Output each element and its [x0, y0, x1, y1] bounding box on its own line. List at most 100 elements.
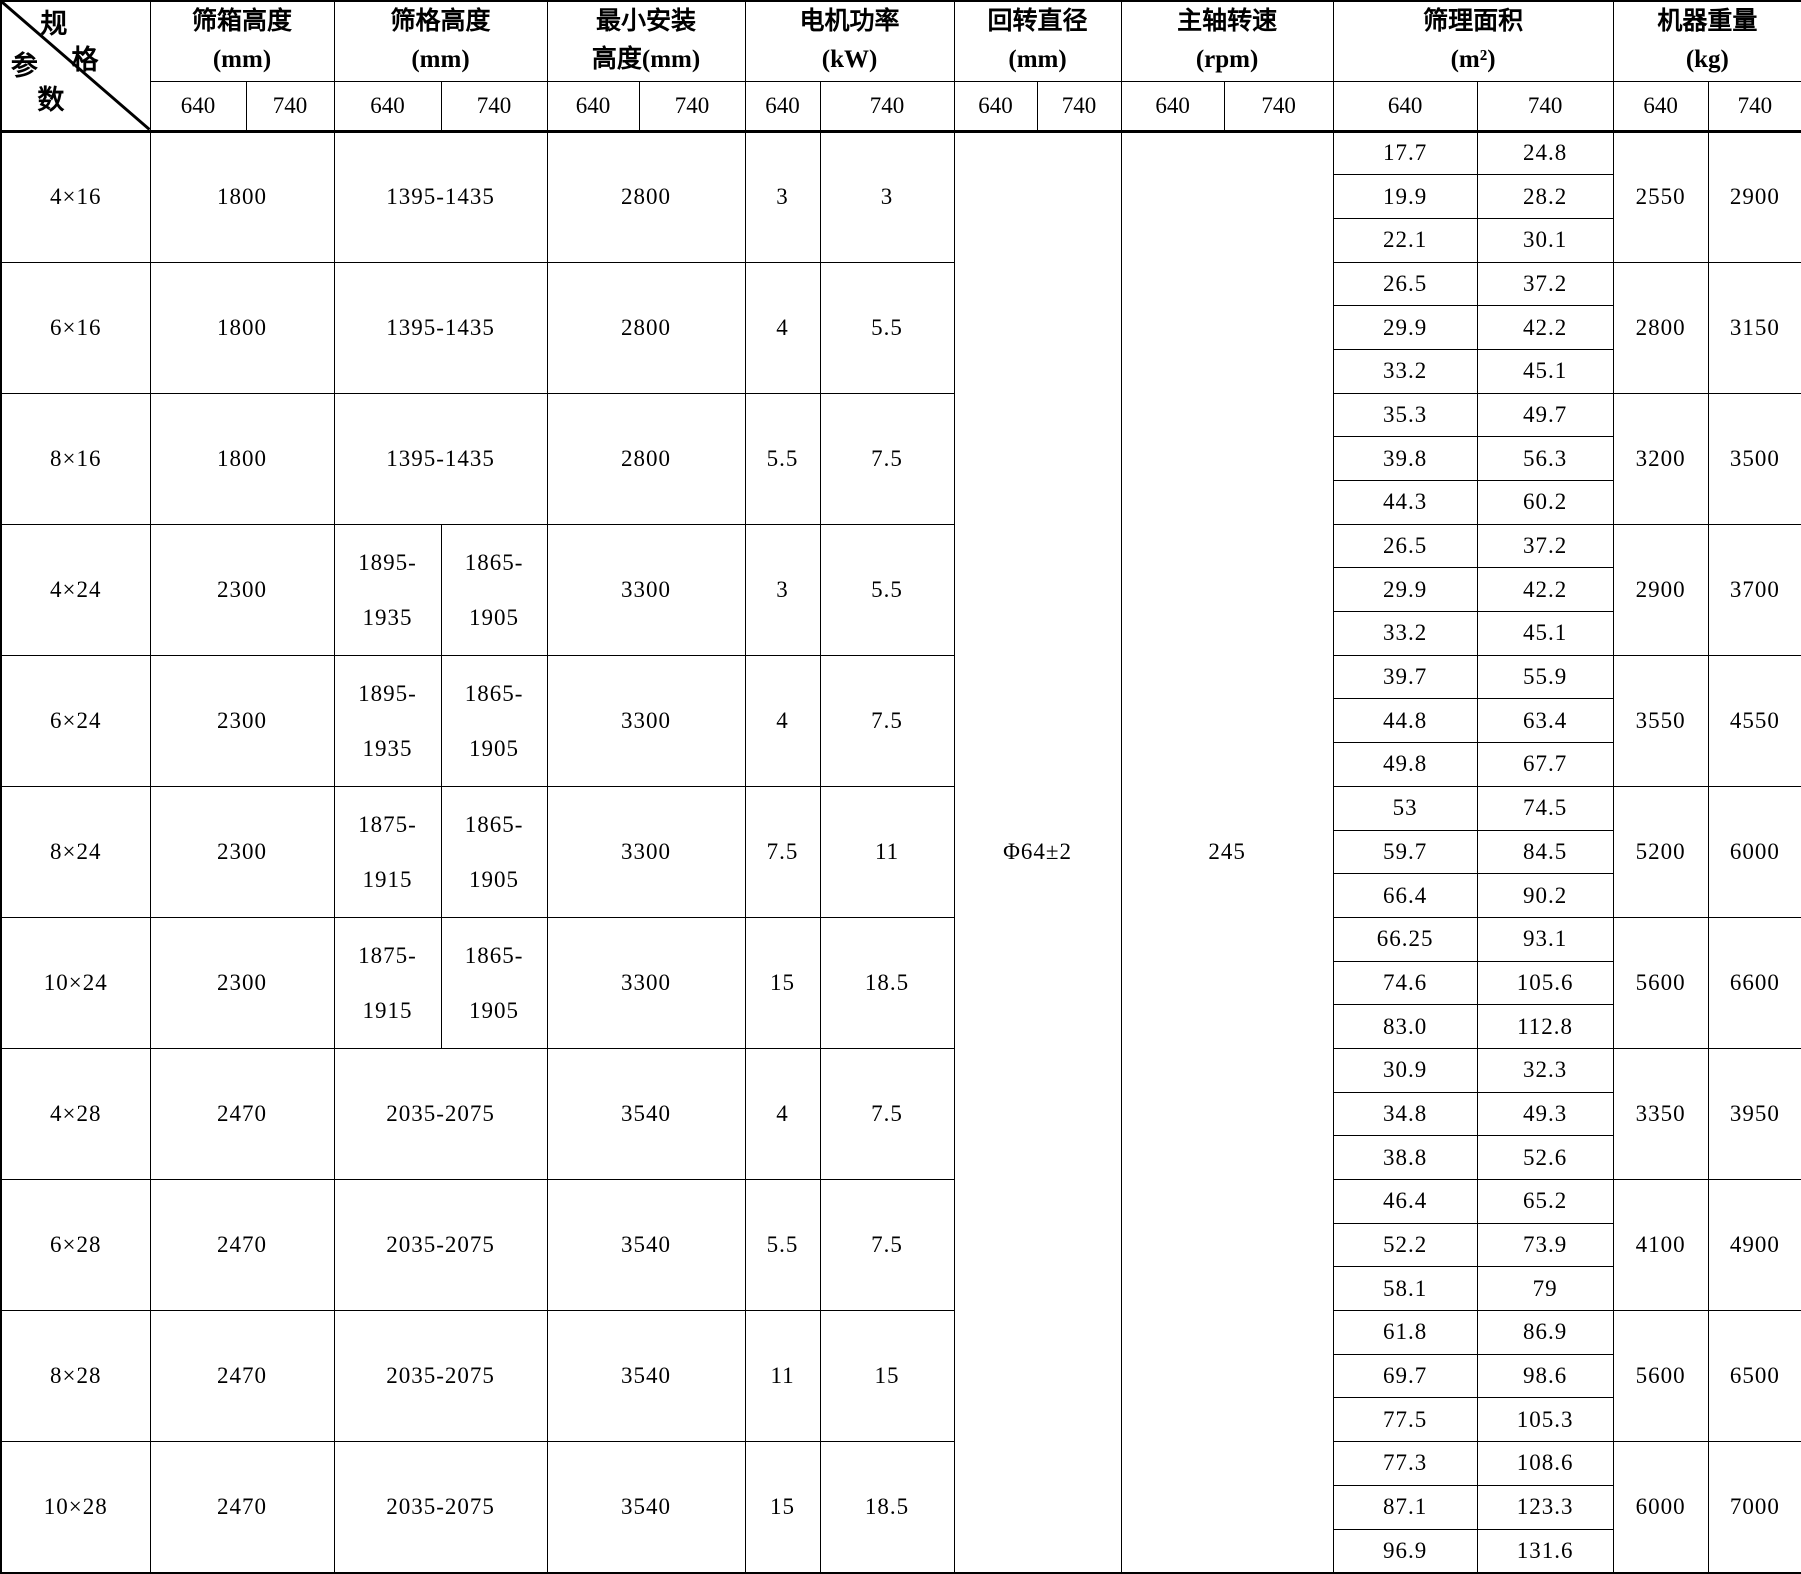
row-spec: 8×28 — [0, 1310, 151, 1443]
row-spec: 4×16 — [0, 130, 151, 263]
box-height-cell: 2470 — [149, 1310, 335, 1443]
grid-height-cell: 1875- 1915 — [333, 916, 442, 1049]
install-height-cell: 3540 — [546, 1047, 746, 1181]
machine-weight-cell: 5200 — [1612, 785, 1709, 918]
motor-power-cell: 15 — [819, 1310, 955, 1443]
motor-power-cell: 7.5 — [819, 1178, 955, 1312]
table-row: 33.2 45.1 — [1, 348, 1801, 394]
grid-height-cell: 2035-2075 — [333, 1178, 548, 1312]
subcol-header-740: 740 — [245, 80, 335, 133]
box-height-cell: 2470 — [149, 1178, 335, 1312]
col-group-title: 主轴转速 — [1177, 8, 1278, 36]
motor-power-cell: 11 — [819, 785, 955, 918]
subcol-header-640: 640 — [149, 80, 247, 133]
motor-power-cell: 7.5 — [744, 785, 821, 918]
screening-area-cell: 29.9 — [1332, 305, 1478, 350]
box-height-cell: 1800 — [149, 130, 335, 263]
corner-header: 规 格 参 数 — [0, 0, 151, 133]
screening-area-cell: 58.1 — [1332, 1266, 1478, 1312]
motor-power-cell: 3 — [744, 130, 821, 263]
screening-area-cell: 77.5 — [1332, 1397, 1478, 1443]
screening-area-cell: 108.6 — [1476, 1441, 1614, 1486]
table-row: 6×28 2470 2035-2075 3540 5.5 7.5 46.4 65.2 4100 4… — [0, 1178, 1801, 1312]
box-height-cell: 1800 — [149, 261, 335, 394]
screening-area-cell: 49.8 — [1332, 742, 1478, 787]
motor-power-cell: 5.5 — [744, 1178, 821, 1312]
col-group-unit: (mm) — [411, 46, 470, 74]
col-group-title: 机器重量 — [1657, 8, 1758, 36]
screening-area-cell: 86.9 — [1476, 1310, 1614, 1355]
col-group-rotary-diameter: 回转直径 (mm) — [953, 0, 1122, 82]
install-height-cell: 3540 — [546, 1441, 746, 1574]
screening-area-cell: 49.3 — [1476, 1091, 1614, 1137]
machine-weight-cell: 2900 — [1612, 523, 1709, 656]
subcol-header-740: 740 — [1707, 80, 1801, 133]
table-row: 77.5 105.3 — [1, 1397, 1801, 1443]
screening-area-cell: 53 — [1332, 785, 1478, 831]
col-group-unit: (m²) — [1450, 46, 1496, 74]
machine-weight-cell: 2550 — [1612, 130, 1709, 263]
row-spec: 6×28 — [0, 1178, 151, 1312]
table-row: 10×24 2300 1875- 1915 1865- 1905 3300 15 18.5 6… — [0, 916, 1801, 1049]
table-row: 52.2 73.9 — [1, 1222, 1801, 1268]
screening-area-cell: 77.3 — [1332, 1441, 1478, 1486]
machine-weight-cell: 3350 — [1612, 1047, 1709, 1181]
table-row: 8×28 2470 2035-2075 3540 11 15 61.8 86.9 5600 650… — [0, 1310, 1801, 1443]
col-group-unit: (kg) — [1685, 46, 1729, 74]
screening-area-cell: 123.3 — [1476, 1484, 1614, 1530]
install-height-cell: 3300 — [546, 654, 746, 787]
table-row: 8×24 2300 1875- 1915 1865- 1905 3300 7.5 11 53 7… — [0, 785, 1801, 918]
screening-area-cell: 56.3 — [1476, 436, 1614, 481]
table-row: 4×28 2470 2035-2075 3540 4 7.5 30.9 32.3 3350 395… — [0, 1047, 1801, 1181]
motor-power-cell: 5.5 — [744, 392, 821, 525]
screening-area-cell: 42.2 — [1476, 305, 1614, 350]
grid-height-cell: 1865- 1905 — [440, 523, 548, 656]
grid-height-cell: 1395-1435 — [333, 130, 548, 263]
subcol-header-640: 640 — [1120, 80, 1225, 133]
screening-area-cell: 60.2 — [1476, 480, 1614, 525]
screening-area-cell: 105.3 — [1476, 1397, 1614, 1443]
screening-area-cell: 29.9 — [1332, 567, 1478, 613]
table-row: 6×24 2300 1895- 1935 1865- 1905 3300 4 7.5 39.7… — [0, 654, 1801, 787]
subcol-header-740: 740 — [819, 80, 955, 133]
row-spec: 10×28 — [0, 1441, 151, 1574]
screening-area-cell: 93.1 — [1476, 916, 1614, 962]
screening-area-cell: 105.6 — [1476, 960, 1614, 1006]
install-height-cell: 3300 — [546, 785, 746, 918]
machine-weight-cell: 3150 — [1707, 261, 1801, 394]
col-group-unit: (rpm) — [1195, 46, 1259, 74]
screening-area-cell: 44.8 — [1332, 698, 1478, 744]
col-group-title: 回转直径 — [987, 8, 1088, 36]
motor-power-cell: 4 — [744, 1047, 821, 1181]
motor-power-cell: 4 — [744, 654, 821, 787]
grid-height-cell: 2035-2075 — [333, 1441, 548, 1574]
table-row: 29.9 42.2 — [1, 305, 1801, 350]
table-row: 58.1 79 — [1, 1266, 1801, 1312]
screening-area-cell: 52.2 — [1332, 1222, 1478, 1268]
row-spec: 4×28 — [0, 1047, 151, 1181]
subcol-header-740: 740 — [1223, 80, 1334, 133]
screening-area-cell: 74.6 — [1332, 960, 1478, 1006]
screening-area-cell: 37.2 — [1476, 523, 1614, 569]
machine-weight-cell: 6500 — [1707, 1310, 1801, 1443]
screening-area-cell: 24.8 — [1476, 130, 1614, 176]
subcol-header-740: 740 — [638, 80, 746, 133]
row-spec: 6×16 — [0, 261, 151, 394]
screening-area-cell: 67.7 — [1476, 742, 1614, 787]
grid-height-cell: 1395-1435 — [333, 392, 548, 525]
grid-height-cell: 2035-2075 — [333, 1047, 548, 1181]
motor-power-cell: 18.5 — [819, 916, 955, 1049]
screening-area-cell: 73.9 — [1476, 1222, 1614, 1268]
box-height-cell: 2470 — [149, 1441, 335, 1574]
screening-area-cell: 22.1 — [1332, 217, 1478, 263]
screening-area-cell: 32.3 — [1476, 1047, 1614, 1093]
screening-area-cell: 19.9 — [1332, 174, 1478, 219]
screening-area-cell: 59.7 — [1332, 829, 1478, 875]
col-group-box-height: 筛箱高度 (mm) — [149, 0, 335, 82]
machine-weight-cell: 4900 — [1707, 1178, 1801, 1312]
screening-area-cell: 46.4 — [1332, 1179, 1478, 1224]
box-height-cell: 2300 — [149, 654, 335, 787]
subcol-header-740: 740 — [440, 80, 548, 133]
screening-area-cell: 83.0 — [1332, 1004, 1478, 1049]
screening-area-cell: 131.6 — [1476, 1528, 1614, 1574]
